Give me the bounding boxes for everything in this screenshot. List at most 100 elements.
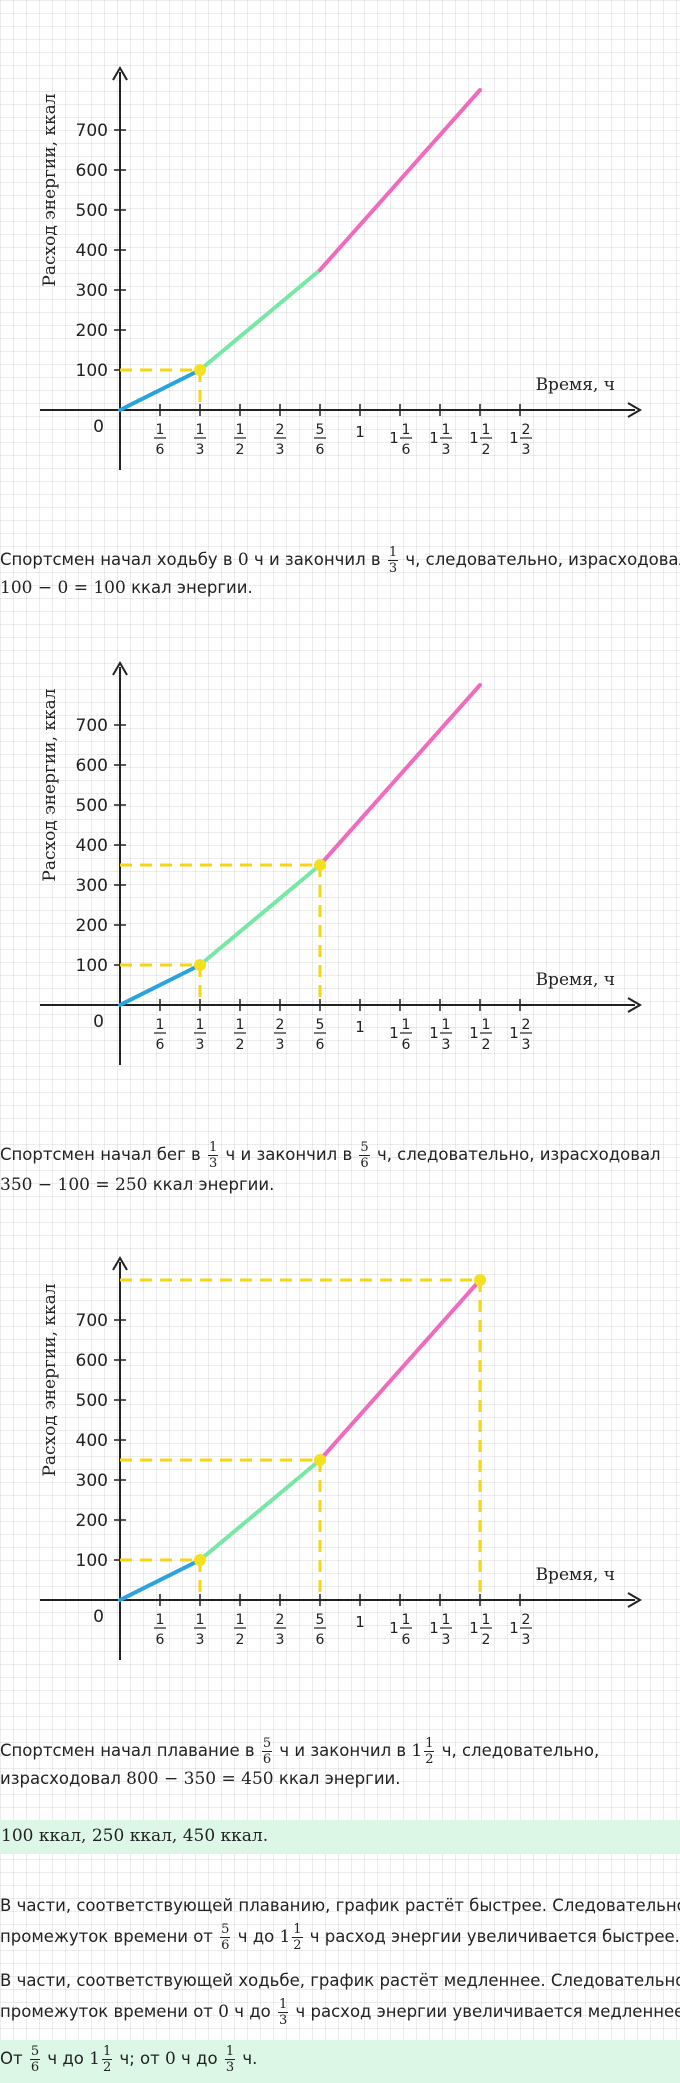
paragraph-line: В части, соответствующей ходьбе, график … [0,1971,680,1990]
x-tick-whole: 1 [429,1619,439,1637]
x-tick-denominator: 3 [276,1632,285,1648]
y-tick-label: 600 [76,161,108,181]
text-span: ч расход энергии увеличивается медленнее… [290,2001,680,2021]
x-tick-numerator: 1 [236,1017,245,1033]
x-tick-denominator: 3 [522,1037,531,1053]
x-tick-numerator: 1 [236,422,245,438]
fraction-numerator: 5 [220,1921,231,1938]
x-tick-denominator: 3 [276,442,285,458]
x-tick-whole: 1 [469,1024,479,1042]
x-tick-denominator: 6 [402,442,411,458]
y-tick-label: 400 [76,241,108,261]
x-tick-numerator: 1 [196,422,205,438]
x-tick-whole: 1 [429,429,439,447]
highlight-point [193,364,206,376]
y-tick-label: 200 [76,1511,108,1531]
x-tick-numerator: 1 [442,1017,451,1033]
x-tick-numerator: 5 [316,1017,325,1033]
paragraph-line: 100 − 0 = 100 ккал энергии. [0,578,672,598]
highlight-point [193,1554,206,1566]
math-value: 1 [89,2049,100,2069]
x-tick-numerator: 2 [522,1612,531,1628]
y-axis-arrow [112,1256,128,1271]
x-tick-numerator: 2 [522,1017,531,1033]
x-tick-whole: 1 [355,1018,365,1036]
y-tick-label: 300 [76,1471,108,1491]
x-tick-denominator: 3 [442,442,451,458]
text-span: ч до [42,2049,90,2068]
fraction-numerator: 5 [261,1736,273,1752]
fraction-denominator: 6 [30,2060,40,2075]
text-span: ч, следовательно, израсходовал [371,1145,661,1164]
text-span: ч расход энергии увеличивается быстрее. [304,1926,680,1946]
y-axis-label: Расход энергии, ккал [40,1283,60,1476]
highlight-point [193,959,206,971]
chart-running: 100 200 300 400 500 600 700 0 1 6 1 3 1 2 2 3 5 6 1 1 1 6 1 1 3 1… [0,635,680,1170]
x-tick-denominator: 3 [522,442,531,458]
highlight-point [313,859,326,871]
fraction-denominator: 6 [360,1156,369,1171]
math-expression: 350 − 100 = 250 [0,1175,148,1195]
x-tick-numerator: 2 [276,422,285,438]
x-tick-whole: 1 [509,429,519,447]
y-tick-label: 700 [76,716,108,736]
y-tick-label: 600 [76,756,108,776]
text-span: ч до [232,1926,280,1946]
x-tick-denominator: 3 [442,1632,451,1648]
x-tick-whole: 1 [469,429,479,447]
fraction-denominator: 3 [225,2060,235,2075]
series-line-1 [197,863,322,967]
y-tick-label: 100 [76,956,108,976]
series-line-0 [118,1558,202,1602]
text-span: ч, следовательно, израсходовал [400,550,680,569]
y-tick-label: 400 [76,1431,108,1451]
text-span: промежуток времени от [0,1926,219,1946]
x-tick-whole: 1 [509,1619,519,1637]
text-span: ч. [237,2049,258,2068]
paragraph-line: 350 − 100 = 250 ккал энергии. [0,1175,672,1195]
paragraph-line: израсходовал 800 − 350 = 450 ккал энерги… [0,1769,672,1789]
math-value: 0 [164,2049,176,2069]
x-axis-arrow [627,997,642,1013]
x-tick-numerator: 1 [402,422,411,438]
y-tick-label: 200 [76,321,108,341]
y-tick-label: 700 [76,1311,108,1331]
x-tick-numerator: 1 [482,422,491,438]
x-tick-numerator: 5 [316,1612,325,1628]
series-line-2 [317,1278,482,1462]
series-line-2 [317,683,482,867]
y-axis-label: Расход энергии, ккал [40,688,60,881]
text-span: От [0,2049,28,2068]
x-tick-denominator: 6 [316,1037,325,1053]
fraction-denominator: 2 [293,1937,302,1953]
text-span: Спортсмен начал ходьбу в [0,550,238,569]
math-value: 0 [237,550,249,570]
text-span: ч до [175,2049,223,2068]
fraction-denominator: 3 [208,1156,218,1171]
chart-swimming: 100 200 300 400 500 600 700 0 1 6 1 3 1 2 2 3 5 6 1 1 1 6 1 1 3 1… [0,1230,680,1765]
x-axis-label: Время, ч [536,970,615,990]
fraction-denominator: 2 [102,2060,112,2075]
x-tick-numerator: 1 [482,1612,491,1628]
series-line-2 [317,88,482,272]
x-tick-denominator: 6 [156,442,165,458]
y-tick-label: 500 [76,201,108,221]
x-tick-numerator: 1 [482,1017,491,1033]
x-tick-denominator: 2 [236,1632,245,1648]
x-tick-denominator: 3 [196,442,205,458]
y-tick-label: 200 [76,916,108,936]
x-tick-denominator: 2 [482,442,491,458]
x-tick-numerator: 2 [276,1017,285,1033]
fraction-numerator: 1 [278,1996,289,2013]
x-tick-denominator: 2 [482,1632,491,1648]
